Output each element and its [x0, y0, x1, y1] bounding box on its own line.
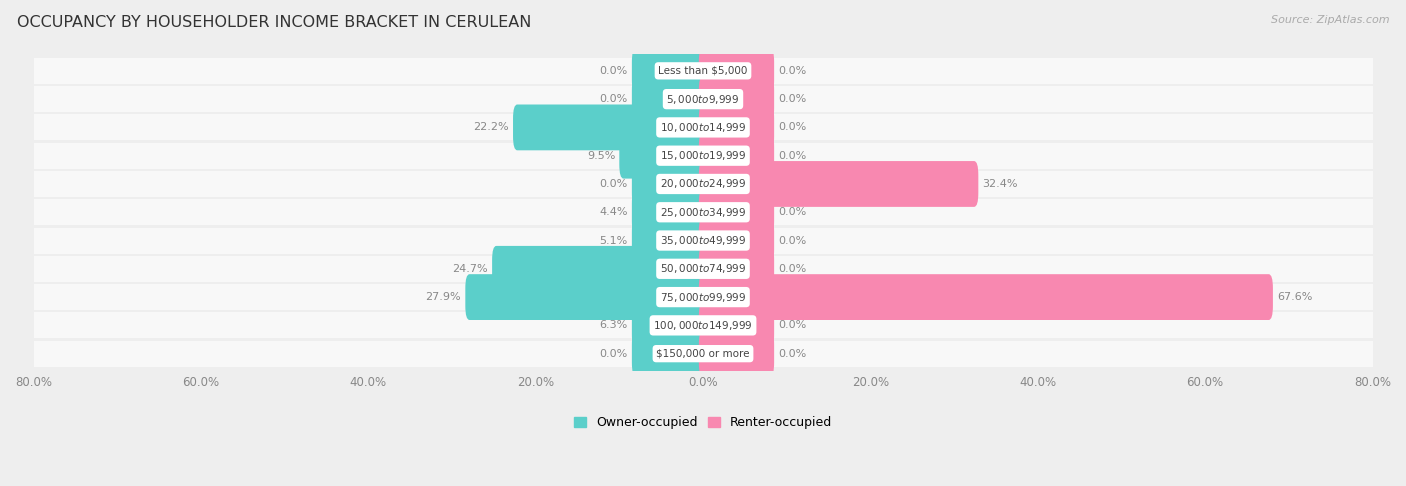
- FancyBboxPatch shape: [699, 76, 775, 122]
- Text: $150,000 or more: $150,000 or more: [657, 348, 749, 359]
- Bar: [34, 341, 1372, 366]
- Text: $100,000 to $149,999: $100,000 to $149,999: [654, 319, 752, 332]
- FancyBboxPatch shape: [699, 133, 775, 178]
- Text: 0.0%: 0.0%: [779, 320, 807, 330]
- Bar: [34, 199, 1372, 225]
- Text: 0.0%: 0.0%: [779, 151, 807, 161]
- FancyBboxPatch shape: [631, 218, 707, 263]
- Bar: [34, 114, 1372, 140]
- Text: 22.2%: 22.2%: [474, 122, 509, 132]
- Text: 6.3%: 6.3%: [599, 320, 627, 330]
- FancyBboxPatch shape: [699, 331, 775, 377]
- FancyBboxPatch shape: [631, 190, 707, 235]
- Bar: [34, 86, 1372, 112]
- Bar: [34, 256, 1372, 282]
- Text: 32.4%: 32.4%: [983, 179, 1018, 189]
- FancyBboxPatch shape: [699, 161, 979, 207]
- FancyBboxPatch shape: [631, 302, 707, 348]
- Text: 67.6%: 67.6%: [1277, 292, 1312, 302]
- Text: 0.0%: 0.0%: [779, 122, 807, 132]
- Text: $15,000 to $19,999: $15,000 to $19,999: [659, 149, 747, 162]
- Text: 0.0%: 0.0%: [599, 179, 627, 189]
- Text: $35,000 to $49,999: $35,000 to $49,999: [659, 234, 747, 247]
- Text: $50,000 to $74,999: $50,000 to $74,999: [659, 262, 747, 275]
- Text: 0.0%: 0.0%: [599, 94, 627, 104]
- FancyBboxPatch shape: [465, 274, 707, 320]
- FancyBboxPatch shape: [631, 161, 707, 207]
- FancyBboxPatch shape: [699, 302, 775, 348]
- Text: 0.0%: 0.0%: [779, 66, 807, 76]
- Bar: [34, 58, 1372, 84]
- Text: 0.0%: 0.0%: [779, 207, 807, 217]
- Text: 27.9%: 27.9%: [426, 292, 461, 302]
- FancyBboxPatch shape: [631, 48, 707, 94]
- Text: $5,000 to $9,999: $5,000 to $9,999: [666, 93, 740, 105]
- Text: 0.0%: 0.0%: [779, 236, 807, 245]
- Text: 4.4%: 4.4%: [599, 207, 627, 217]
- Text: 24.7%: 24.7%: [453, 264, 488, 274]
- FancyBboxPatch shape: [699, 274, 1272, 320]
- Text: $20,000 to $24,999: $20,000 to $24,999: [659, 177, 747, 191]
- Bar: [34, 143, 1372, 169]
- Bar: [34, 284, 1372, 310]
- Text: 0.0%: 0.0%: [779, 94, 807, 104]
- FancyBboxPatch shape: [631, 331, 707, 377]
- FancyBboxPatch shape: [492, 246, 707, 292]
- Text: Less than $5,000: Less than $5,000: [658, 66, 748, 76]
- Text: 0.0%: 0.0%: [779, 264, 807, 274]
- FancyBboxPatch shape: [513, 104, 707, 150]
- Bar: [34, 227, 1372, 254]
- Text: 9.5%: 9.5%: [586, 151, 616, 161]
- Text: 0.0%: 0.0%: [779, 348, 807, 359]
- Bar: [34, 312, 1372, 338]
- Text: OCCUPANCY BY HOUSEHOLDER INCOME BRACKET IN CERULEAN: OCCUPANCY BY HOUSEHOLDER INCOME BRACKET …: [17, 15, 531, 30]
- Text: 0.0%: 0.0%: [599, 348, 627, 359]
- FancyBboxPatch shape: [699, 218, 775, 263]
- FancyBboxPatch shape: [699, 246, 775, 292]
- Text: Source: ZipAtlas.com: Source: ZipAtlas.com: [1271, 15, 1389, 25]
- Text: $10,000 to $14,999: $10,000 to $14,999: [659, 121, 747, 134]
- FancyBboxPatch shape: [631, 76, 707, 122]
- FancyBboxPatch shape: [699, 48, 775, 94]
- Bar: [34, 171, 1372, 197]
- Text: 5.1%: 5.1%: [599, 236, 627, 245]
- Legend: Owner-occupied, Renter-occupied: Owner-occupied, Renter-occupied: [568, 411, 838, 434]
- Text: 0.0%: 0.0%: [599, 66, 627, 76]
- FancyBboxPatch shape: [699, 190, 775, 235]
- Text: $25,000 to $34,999: $25,000 to $34,999: [659, 206, 747, 219]
- FancyBboxPatch shape: [699, 104, 775, 150]
- Text: $75,000 to $99,999: $75,000 to $99,999: [659, 291, 747, 304]
- FancyBboxPatch shape: [619, 133, 707, 178]
